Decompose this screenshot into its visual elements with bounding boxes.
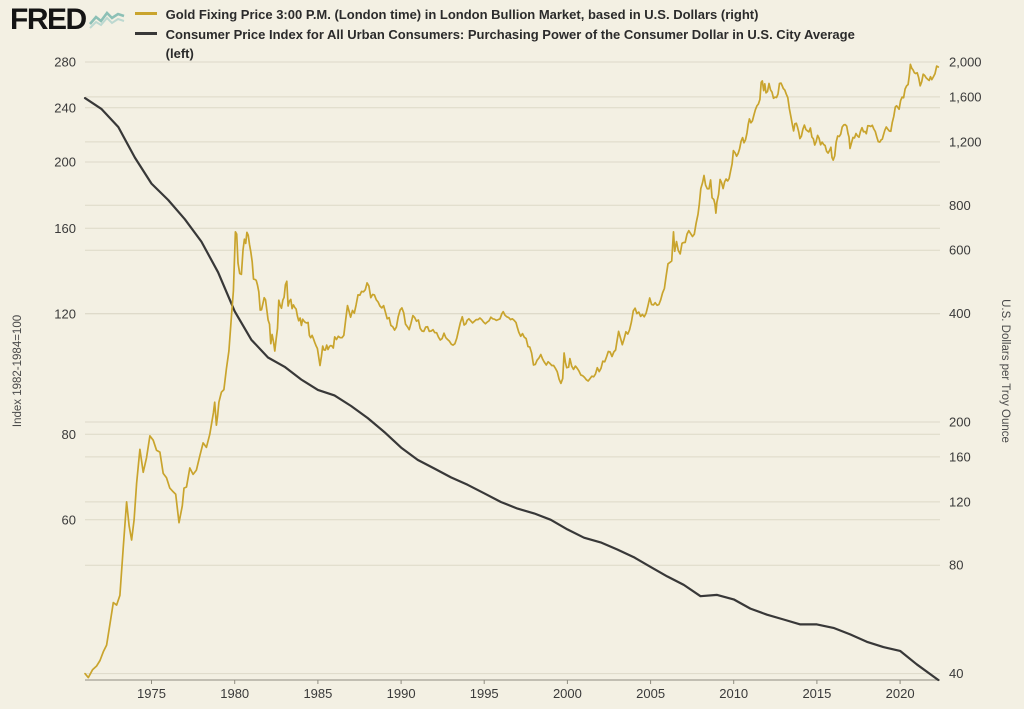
- right-axis-tick-label: 400: [949, 306, 971, 321]
- right-axis-tick-label: 160: [949, 449, 971, 464]
- chart-legend: Gold Fixing Price 3:00 P.M. (London time…: [134, 5, 866, 64]
- purchasing-power-line: [83, 96, 940, 682]
- right-axis-tick-label: 1,600: [949, 89, 982, 104]
- x-axis-tick-label: 2020: [886, 686, 915, 701]
- legend-label-cpi: Consumer Price Index for All Urban Consu…: [165, 26, 855, 62]
- x-axis-tick-label: 2005: [636, 686, 665, 701]
- left-axis-tick-label: 200: [54, 155, 76, 170]
- left-axis-tick-label: 80: [62, 427, 76, 442]
- x-axis-tick-label: 2015: [802, 686, 831, 701]
- fred-logo[interactable]: FRED: [10, 5, 125, 35]
- right-axis-tick-label: 80: [949, 558, 963, 573]
- right-axis-tick-label: 40: [949, 666, 963, 681]
- right-axis-tick-label: 120: [949, 494, 971, 509]
- chart-header: FRED Gold Fixing Price 3:00 P.M. (London…: [10, 5, 866, 64]
- left-axis-tick-label: 280: [54, 55, 76, 70]
- fred-logo-text: FRED: [10, 3, 87, 36]
- legend-label-gold: Gold Fixing Price 3:00 P.M. (London time…: [165, 7, 759, 22]
- left-axis-tick-label: 120: [54, 306, 76, 321]
- fred-sparkline-icon: [88, 11, 125, 29]
- gold-price-line: [84, 63, 940, 679]
- legend-item-cpi: Consumer Price Index for All Urban Consu…: [134, 25, 866, 64]
- gold-series-key: [134, 12, 157, 15]
- left-axis-tick-label: 240: [54, 100, 76, 115]
- x-axis-tick-label: 2000: [553, 686, 582, 701]
- right-axis-tick-label: 1,200: [949, 134, 982, 149]
- x-axis-tick-label: 1990: [387, 686, 416, 701]
- right-axis-title: U.S. Dollars per Troy Ounce: [999, 299, 1011, 443]
- left-axis-tick-label: 60: [62, 512, 76, 527]
- x-axis-tick-label: 2010: [719, 686, 748, 701]
- right-axis-tick-label: 600: [949, 243, 971, 258]
- left-axis-tick-label: 160: [54, 221, 76, 236]
- left-axis-title: Index 1982-1984=100: [12, 315, 24, 427]
- x-axis-tick-label: 1995: [470, 686, 499, 701]
- x-axis-tick-label: 1985: [303, 686, 332, 701]
- x-axis-tick-label: 1980: [220, 686, 249, 701]
- legend-item-gold: Gold Fixing Price 3:00 P.M. (London time…: [134, 5, 866, 25]
- cpi-series-key: [134, 31, 157, 35]
- right-axis-tick-label: 200: [949, 415, 971, 430]
- right-axis-tick-label: 800: [949, 198, 971, 213]
- x-axis-tick-label: 1975: [137, 686, 166, 701]
- right-axis-tick-label: 2,000: [949, 55, 982, 70]
